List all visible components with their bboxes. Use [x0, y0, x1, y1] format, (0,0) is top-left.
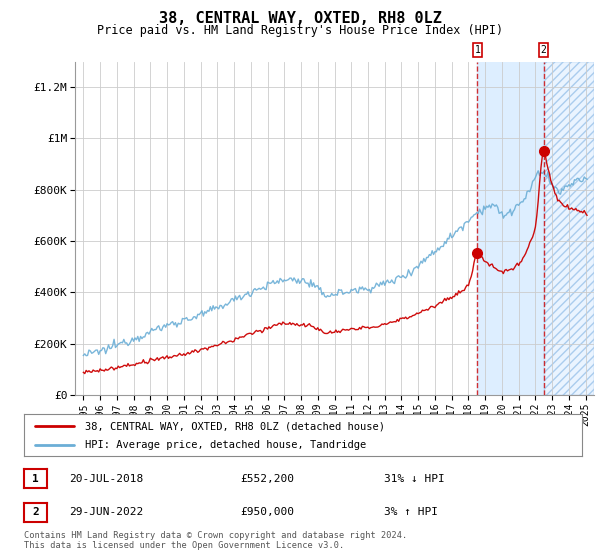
Text: 2: 2: [32, 507, 39, 517]
Text: 31% ↓ HPI: 31% ↓ HPI: [384, 474, 445, 484]
Text: 1: 1: [475, 45, 481, 55]
Text: 1: 1: [32, 474, 39, 484]
Bar: [544, 62, 594, 395]
Text: Price paid vs. HM Land Registry's House Price Index (HPI): Price paid vs. HM Land Registry's House …: [97, 24, 503, 36]
Text: £950,000: £950,000: [240, 507, 294, 517]
Text: 38, CENTRAL WAY, OXTED, RH8 0LZ: 38, CENTRAL WAY, OXTED, RH8 0LZ: [158, 11, 442, 26]
Text: £552,200: £552,200: [240, 474, 294, 484]
Text: 29-JUN-2022: 29-JUN-2022: [69, 507, 143, 517]
Text: 2: 2: [541, 45, 547, 55]
Text: HPI: Average price, detached house, Tandridge: HPI: Average price, detached house, Tand…: [85, 440, 367, 450]
Text: 20-JUL-2018: 20-JUL-2018: [69, 474, 143, 484]
Bar: [478, 62, 544, 395]
Text: 3% ↑ HPI: 3% ↑ HPI: [384, 507, 438, 517]
Text: Contains HM Land Registry data © Crown copyright and database right 2024.
This d: Contains HM Land Registry data © Crown c…: [24, 530, 407, 550]
Text: 38, CENTRAL WAY, OXTED, RH8 0LZ (detached house): 38, CENTRAL WAY, OXTED, RH8 0LZ (detache…: [85, 421, 385, 431]
Bar: [544, 62, 594, 395]
